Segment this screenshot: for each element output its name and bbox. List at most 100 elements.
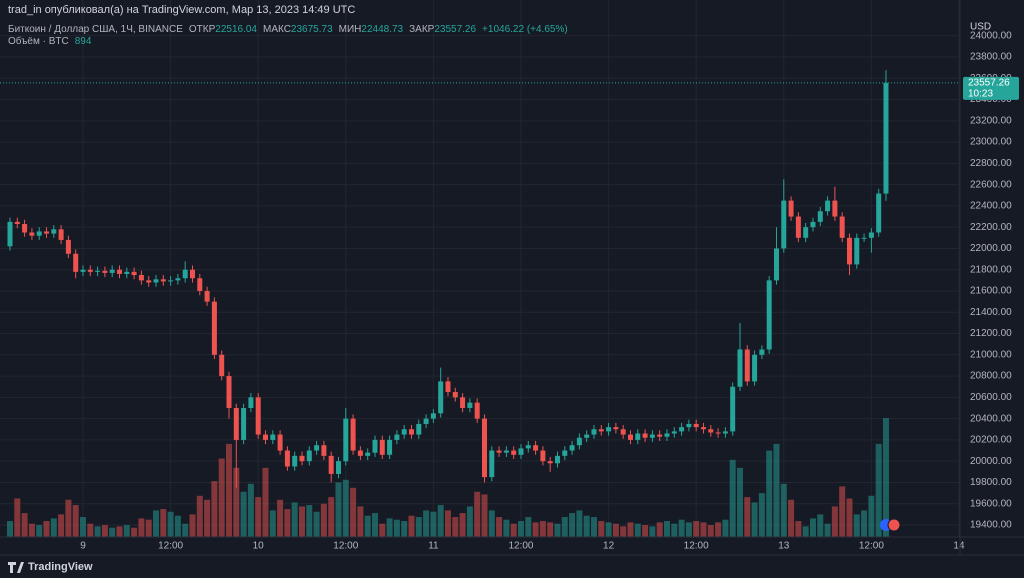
volume-bar bbox=[36, 525, 43, 537]
volume-bar bbox=[123, 525, 130, 537]
candle-body bbox=[525, 445, 531, 449]
volume-bar bbox=[459, 513, 466, 537]
candle-body bbox=[226, 376, 232, 408]
volume-bar bbox=[277, 499, 284, 537]
volume-bar bbox=[882, 418, 889, 537]
volume-bar bbox=[875, 443, 882, 537]
candle-body bbox=[752, 354, 758, 382]
volume-bar bbox=[160, 509, 167, 537]
candle-body bbox=[204, 290, 210, 302]
volume-bar bbox=[671, 523, 678, 537]
candle-body bbox=[357, 450, 363, 456]
candle-body bbox=[606, 427, 612, 432]
candle-body bbox=[817, 211, 823, 222]
candle-body bbox=[759, 349, 765, 355]
volume-bar bbox=[590, 517, 597, 537]
volume-bar bbox=[50, 518, 57, 537]
volume-bar bbox=[204, 499, 211, 537]
volume-bar bbox=[109, 527, 116, 537]
candle-body bbox=[284, 450, 290, 467]
x-tick-label: 9 bbox=[80, 541, 86, 552]
candle-body bbox=[518, 448, 524, 455]
volume-bar bbox=[350, 487, 357, 537]
x-tick-label: 12:00 bbox=[333, 541, 358, 552]
candle-body bbox=[14, 221, 20, 224]
volume-bar bbox=[247, 483, 254, 537]
candle-body bbox=[365, 452, 371, 456]
volume-bar bbox=[423, 510, 430, 537]
candle-body bbox=[452, 392, 458, 398]
candle-body bbox=[591, 429, 597, 435]
volume-bar bbox=[868, 495, 875, 537]
candle-body bbox=[664, 433, 670, 437]
candle-body bbox=[124, 271, 130, 274]
candle-body bbox=[189, 269, 195, 279]
candle-body bbox=[350, 418, 356, 451]
legend-line: Биткоин / Доллар США, 1Ч, BINANCE ОТКР225… bbox=[8, 24, 568, 35]
volume-bar bbox=[700, 522, 707, 537]
candle-body bbox=[730, 386, 736, 432]
volume-bar bbox=[328, 497, 335, 537]
candle-body bbox=[7, 221, 13, 247]
volume-bar bbox=[788, 499, 795, 537]
y-tick-label: 19400.00 bbox=[970, 520, 1012, 531]
candle-body bbox=[321, 445, 327, 456]
low-label: МИН bbox=[339, 24, 362, 35]
candle-body bbox=[36, 231, 42, 236]
candle-body bbox=[795, 216, 801, 238]
candle-body bbox=[744, 349, 750, 382]
volume-bar bbox=[802, 526, 809, 537]
volume-bar bbox=[7, 521, 14, 537]
volume-bar bbox=[503, 519, 510, 537]
volume-bar bbox=[795, 521, 802, 537]
candle-body bbox=[474, 402, 480, 419]
volume-bar bbox=[218, 458, 225, 537]
volume-bar bbox=[291, 502, 298, 537]
volume-bar bbox=[357, 506, 364, 537]
candle-body bbox=[562, 450, 568, 456]
candle-body bbox=[131, 271, 137, 276]
volume-bar bbox=[583, 515, 590, 537]
volume-bar bbox=[225, 443, 232, 537]
candle-body bbox=[788, 200, 794, 217]
candle-body bbox=[503, 450, 509, 453]
volume-bar bbox=[240, 491, 247, 537]
volume-bar bbox=[393, 519, 400, 537]
candle-body bbox=[175, 278, 181, 281]
candle-body bbox=[810, 221, 816, 228]
candle-body bbox=[839, 216, 845, 238]
volume-bar bbox=[430, 511, 437, 537]
y-tick-label: 19800.00 bbox=[970, 477, 1012, 488]
volume-bar bbox=[401, 521, 408, 537]
volume-bar bbox=[634, 523, 641, 537]
candle-body bbox=[467, 402, 473, 408]
volume-bar bbox=[620, 526, 627, 537]
volume-bar bbox=[101, 525, 108, 537]
volume-bar bbox=[335, 482, 342, 537]
volume-bar bbox=[656, 522, 663, 537]
candle-body bbox=[138, 275, 144, 281]
volume-bar bbox=[174, 515, 181, 537]
x-tick-label: 13 bbox=[778, 541, 790, 552]
last-price-label: 23557.26 bbox=[968, 77, 1010, 88]
published-by: trad_in опубликовал(а) на TradingView.co… bbox=[8, 4, 355, 16]
candle-body bbox=[627, 434, 633, 440]
footer-brand: TradingView bbox=[28, 561, 93, 573]
x-tick-label: 12 bbox=[603, 541, 615, 552]
x-tick-label: 11 bbox=[428, 541, 439, 552]
volume-bar bbox=[496, 517, 503, 537]
y-tick-label: 22200.00 bbox=[970, 222, 1012, 233]
candle-body bbox=[693, 423, 699, 428]
candle-body bbox=[846, 237, 852, 265]
candle-body bbox=[168, 280, 174, 282]
candle-body bbox=[861, 237, 867, 239]
volume-bar bbox=[131, 527, 138, 537]
volume-bar bbox=[269, 510, 276, 537]
high-value: 23675.73 bbox=[291, 24, 333, 35]
volume-bar bbox=[539, 521, 546, 537]
candle-body bbox=[737, 349, 743, 387]
volume-bar bbox=[839, 486, 846, 537]
x-tick-label: 12:00 bbox=[859, 541, 884, 552]
volume-bar bbox=[444, 510, 451, 537]
